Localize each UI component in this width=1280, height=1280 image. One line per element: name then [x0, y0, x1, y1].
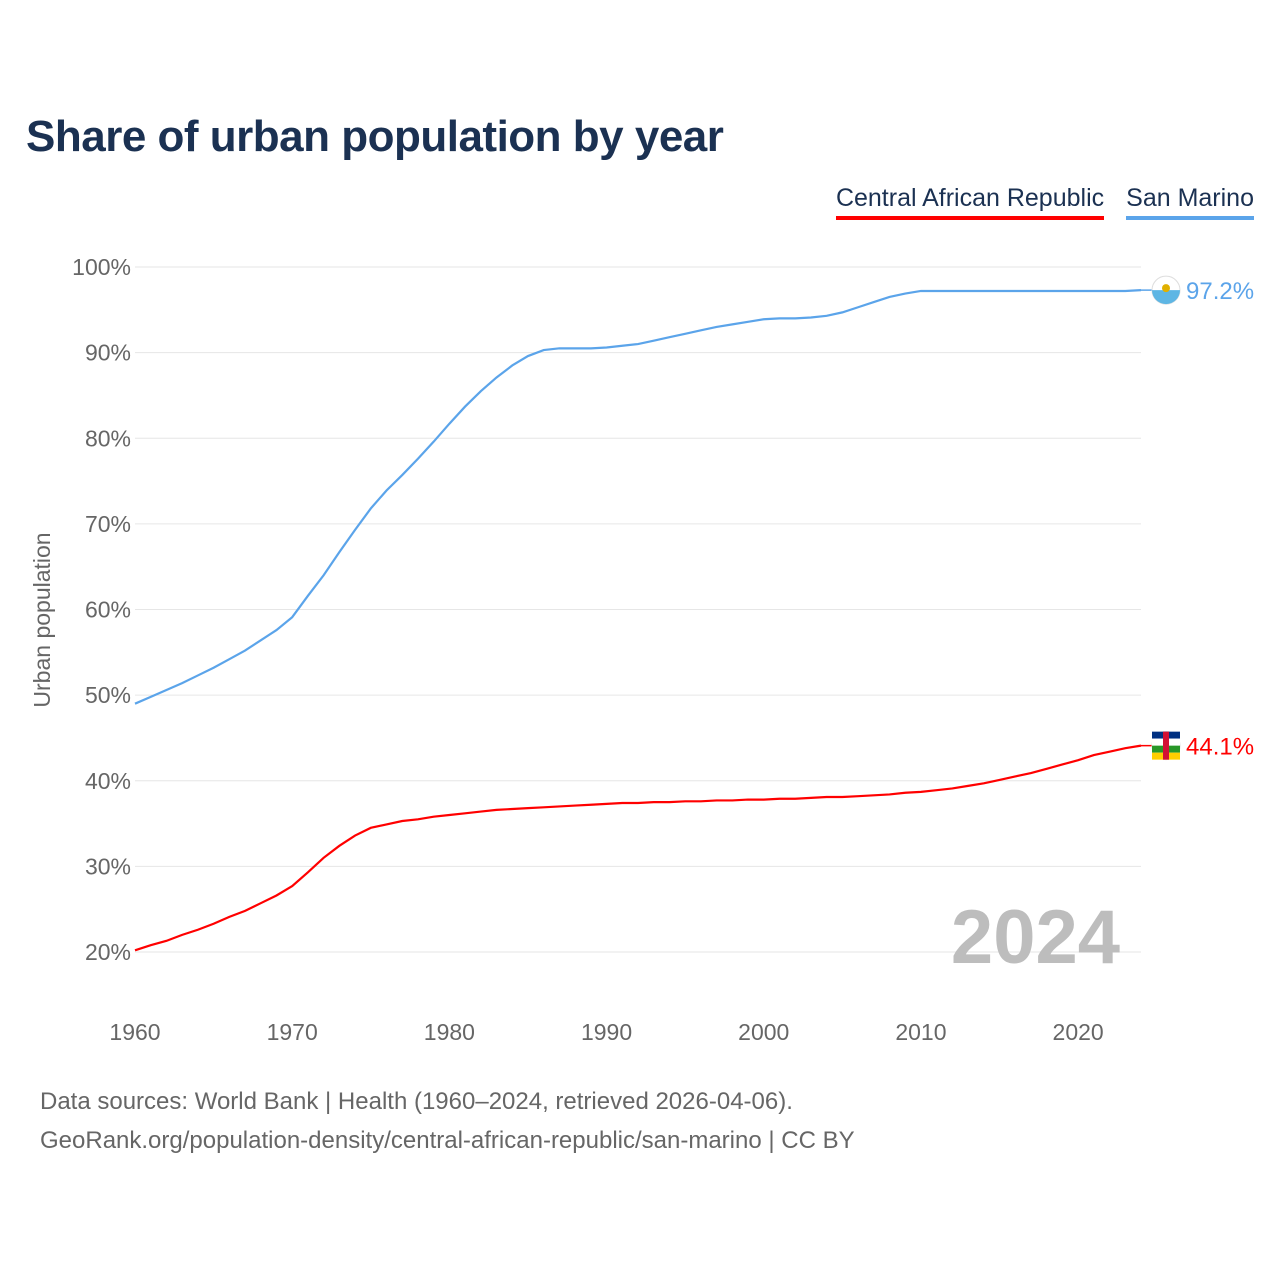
- y-tick-label: 60%: [85, 597, 131, 623]
- footer-link[interactable]: GeoRank.org/population-density/central-a…: [40, 1127, 855, 1154]
- y-tick-label: 30%: [85, 853, 131, 879]
- x-tick-label: 1960: [109, 1019, 160, 1045]
- end-value-label: 44.1%: [1186, 734, 1254, 761]
- flag-half: [1152, 290, 1181, 305]
- end-value-label: 97.2%: [1186, 278, 1254, 305]
- x-tick-label: 2000: [738, 1019, 789, 1045]
- legend-item-san-marino[interactable]: San Marino: [1126, 184, 1254, 220]
- y-tick-label: 40%: [85, 768, 131, 794]
- footer-sources: Data sources: World Bank | Health (1960–…: [40, 1088, 793, 1115]
- y-tick-label: 90%: [85, 340, 131, 366]
- flag-emblem: [1162, 284, 1170, 293]
- chart-title: Share of urban population by year: [26, 112, 724, 161]
- legend-item-car[interactable]: Central African Republic: [835, 184, 1105, 220]
- year-watermark: 2024: [951, 895, 1120, 980]
- legend: Central African Republic San Marino: [835, 184, 1254, 220]
- x-tick-label: 2020: [1053, 1019, 1104, 1045]
- y-tick-label: 70%: [85, 511, 131, 537]
- flag-stripe: [1163, 731, 1169, 760]
- x-tick-label: 1980: [424, 1019, 475, 1045]
- y-axis-label: Urban population: [29, 532, 55, 707]
- series-line-car: [134, 744, 1142, 952]
- x-tick-label: 1990: [581, 1019, 632, 1045]
- y-tick-label: 50%: [85, 682, 131, 708]
- x-tick-label: 2010: [895, 1019, 946, 1045]
- series-line-san-marino: [134, 289, 1142, 705]
- y-tick-label: 100%: [72, 254, 131, 280]
- y-tick-label: 80%: [85, 425, 131, 451]
- y-tick-label: 20%: [85, 939, 131, 965]
- x-tick-label: 1970: [267, 1019, 318, 1045]
